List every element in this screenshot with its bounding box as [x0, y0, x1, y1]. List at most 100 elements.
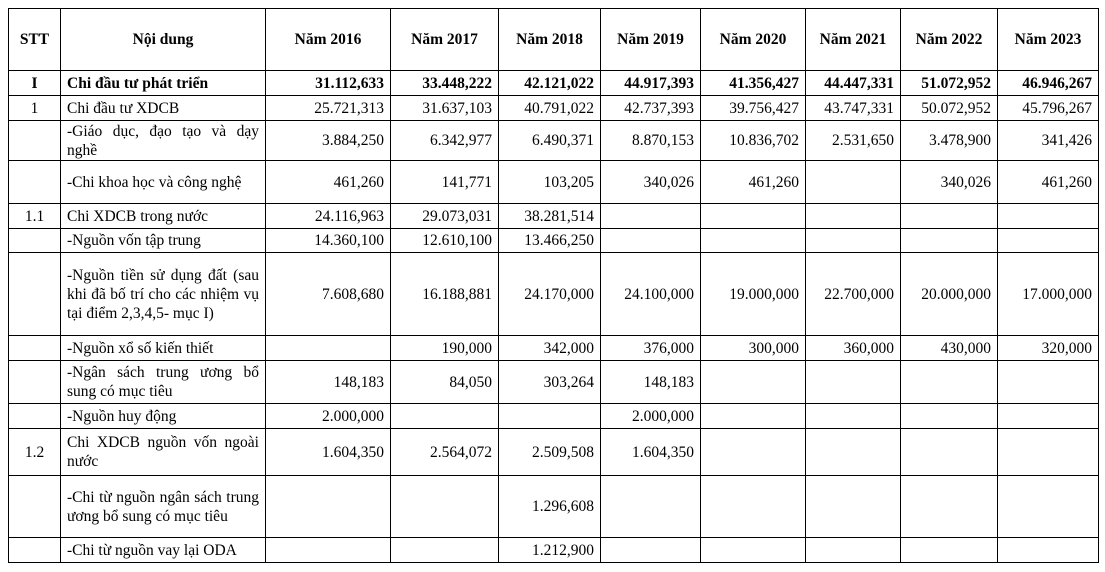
value-cell: [900, 228, 998, 253]
table-row: -Ngân sách trung ương bổ sung có mục tiê…: [8, 360, 1099, 404]
value-cell: [805, 403, 901, 429]
value-cell: 7.608,680: [265, 252, 391, 336]
stt-cell: [8, 475, 61, 538]
value-cell: 2.000,000: [265, 403, 391, 429]
value-cell: 12.610,100: [390, 228, 499, 253]
table-row: -Chi khoa học và công nghệ 461,260 141,771…: [8, 160, 1099, 204]
value-cell: [390, 475, 499, 538]
value-cell: [600, 537, 701, 563]
value-cell: 24.100,000: [600, 252, 701, 336]
stt-cell: 1.1: [8, 203, 61, 229]
value-cell: [700, 228, 806, 253]
content-cell: -Chi từ nguồn ngân sách trung ương bổ su…: [60, 475, 266, 538]
header-cell: Năm 2017: [390, 8, 499, 71]
header-cell: Năm 2016: [265, 8, 391, 71]
value-cell: 430,000: [900, 335, 998, 361]
value-cell: 46.946,267: [997, 70, 1099, 96]
value-cell: 44.917,393: [600, 70, 701, 96]
value-cell: [805, 475, 901, 538]
value-cell: 1.296,608: [498, 475, 601, 538]
table-row: -Nguồn vốn tập trung 14.360,100 12.610,100…: [8, 228, 1099, 253]
value-cell: 42.737,393: [600, 95, 701, 121]
value-cell: [997, 428, 1099, 476]
header-cell: Năm 2023: [997, 8, 1099, 71]
value-cell: 148,183: [265, 360, 391, 404]
value-cell: 84,050: [390, 360, 499, 404]
stt-cell: [8, 403, 61, 429]
value-cell: [700, 360, 806, 404]
value-cell: [900, 403, 998, 429]
value-cell: 2.564,072: [390, 428, 499, 476]
table-row: 1.2 Chi XDCB nguồn vốn ngoài nước 1.604,35…: [8, 428, 1099, 476]
value-cell: 2.000,000: [600, 403, 701, 429]
value-cell: 22.700,000: [805, 252, 901, 336]
value-cell: [900, 203, 998, 229]
table-row: 1 Chi đầu tư XDCB 25.721,313 31.637,103 40.7…: [8, 95, 1099, 121]
content-cell: Chi XDCB nguồn vốn ngoài nước: [60, 428, 266, 476]
stt-cell: 1: [8, 95, 61, 121]
value-cell: 10.836,702: [700, 120, 806, 161]
table-row: -Nguồn tiền sử dụng đất (sau khi đã bố t…: [8, 252, 1099, 336]
value-cell: [700, 203, 806, 229]
header-cell: Năm 2021: [805, 8, 901, 71]
value-cell: 340,026: [600, 160, 701, 204]
value-cell: [900, 360, 998, 404]
content-cell: -Nguồn vốn tập trung: [60, 228, 266, 253]
table-row: -Nguồn huy động 2.000,000 2.000,000: [8, 403, 1099, 429]
budget-table: STT Nội dung Năm 2016 Năm 2017 Năm 2018 Năm 2…: [8, 8, 1099, 563]
header-cell: Năm 2018: [498, 8, 601, 71]
stt-cell: [8, 160, 61, 204]
value-cell: [600, 228, 701, 253]
header-cell: Năm 2019: [600, 8, 701, 71]
value-cell: [805, 160, 901, 204]
value-cell: 14.360,100: [265, 228, 391, 253]
value-cell: 6.490,371: [498, 120, 601, 161]
content-cell: -Chi từ nguồn vay lại ODA: [60, 537, 266, 563]
value-cell: 1.604,350: [265, 428, 391, 476]
value-cell: 51.072,952: [900, 70, 998, 96]
stt-cell: 1.2: [8, 428, 61, 476]
value-cell: 19.000,000: [700, 252, 806, 336]
value-cell: [997, 203, 1099, 229]
table-row: -Nguồn xổ số kiến thiết 190,000 342,000 376…: [8, 335, 1099, 361]
value-cell: 44.447,331: [805, 70, 901, 96]
stt-cell: [8, 252, 61, 336]
stt-cell: [8, 537, 61, 563]
value-cell: [265, 537, 391, 563]
table-row: 1.1 Chi XDCB trong nước 24.116,963 29.073,0…: [8, 203, 1099, 229]
content-cell: -Nguồn huy động: [60, 403, 266, 429]
value-cell: 31.637,103: [390, 95, 499, 121]
value-cell: 31.112,633: [265, 70, 391, 96]
value-cell: 190,000: [390, 335, 499, 361]
value-cell: 45.796,267: [997, 95, 1099, 121]
value-cell: 39.756,427: [700, 95, 806, 121]
content-cell: Chi đầu tư XDCB: [60, 95, 266, 121]
value-cell: [900, 537, 998, 563]
value-cell: 141,771: [390, 160, 499, 204]
value-cell: [805, 537, 901, 563]
value-cell: 461,260: [700, 160, 806, 204]
value-cell: [700, 537, 806, 563]
value-cell: [265, 335, 391, 361]
value-cell: 341,426: [997, 120, 1099, 161]
value-cell: [390, 537, 499, 563]
value-cell: 16.188,881: [390, 252, 499, 336]
content-cell: -Nguồn xổ số kiến thiết: [60, 335, 266, 361]
value-cell: [265, 475, 391, 538]
value-cell: 50.072,952: [900, 95, 998, 121]
value-cell: [805, 360, 901, 404]
value-cell: 2.509,508: [498, 428, 601, 476]
value-cell: 42.121,022: [498, 70, 601, 96]
value-cell: [498, 403, 601, 429]
value-cell: 24.170,000: [498, 252, 601, 336]
value-cell: 41.356,427: [700, 70, 806, 96]
value-cell: [900, 428, 998, 476]
value-cell: 320,000: [997, 335, 1099, 361]
content-cell: Chi XDCB trong nước: [60, 203, 266, 229]
value-cell: 300,000: [700, 335, 806, 361]
value-cell: 6.342,977: [390, 120, 499, 161]
stt-cell: [8, 335, 61, 361]
value-cell: [600, 475, 701, 538]
value-cell: 33.448,222: [390, 70, 499, 96]
